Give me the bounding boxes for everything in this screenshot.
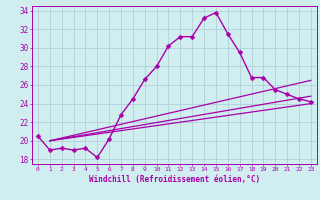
X-axis label: Windchill (Refroidissement éolien,°C): Windchill (Refroidissement éolien,°C) bbox=[89, 175, 260, 184]
